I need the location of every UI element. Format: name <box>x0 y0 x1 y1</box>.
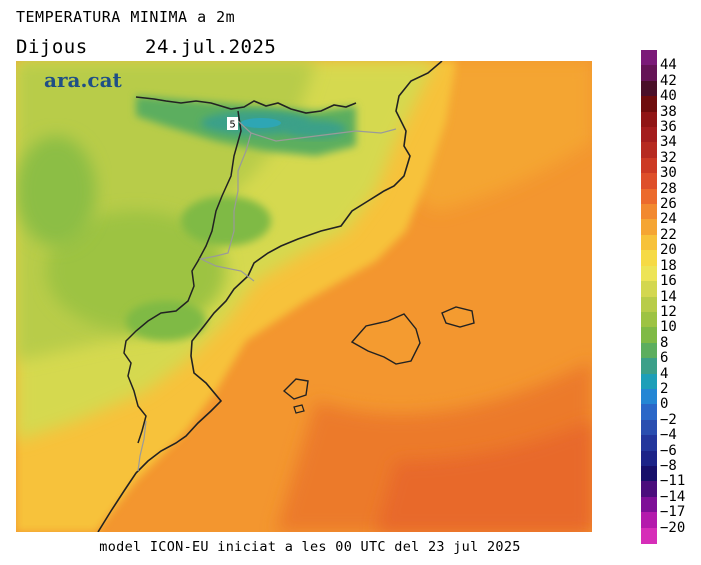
color-scale-label: 2 <box>660 380 669 397</box>
color-scale-label: 18 <box>660 257 677 274</box>
color-scale-label: −2 <box>660 411 677 428</box>
color-scale-label: 10 <box>660 319 677 336</box>
color-scale-swatch <box>641 96 657 113</box>
color-scale-label: 20 <box>660 242 677 259</box>
province-border-south <box>137 420 147 472</box>
color-scale-label: 6 <box>660 350 669 367</box>
color-scale-swatch <box>641 404 657 421</box>
color-scale-label: 16 <box>660 273 677 290</box>
color-scale-label: 30 <box>660 165 677 182</box>
color-scale-swatch <box>641 435 657 452</box>
pyrenees-border <box>135 96 357 114</box>
color-scale-label: −14 <box>660 488 686 505</box>
model-caption: model ICON-EU iniciat a les 00 UTC del 2… <box>99 539 521 555</box>
province-border-west <box>199 120 255 282</box>
color-scale-swatch <box>641 373 657 390</box>
color-scale-label: 14 <box>660 288 677 305</box>
color-scale-swatch <box>641 527 657 544</box>
color-scale-label: 22 <box>660 226 677 243</box>
province-border-north <box>250 128 397 142</box>
color-scale-swatch <box>641 281 657 298</box>
color-scale-swatch <box>641 450 657 467</box>
color-scale-swatch <box>641 512 657 529</box>
color-scale-label: 42 <box>660 72 677 89</box>
forecast-date: 24.jul.2025 <box>145 36 277 58</box>
color-scale-label: 38 <box>660 103 677 120</box>
color-scale-swatch <box>641 311 657 328</box>
pyrenees-colder-zone-east <box>286 120 346 138</box>
color-scale-swatch <box>641 80 657 97</box>
color-scale <box>641 50 657 544</box>
menorca-outline <box>441 306 475 328</box>
color-scale-swatch <box>641 173 657 190</box>
cool-basin-zone <box>46 211 226 331</box>
color-scale-label: 40 <box>660 88 677 105</box>
color-scale-label: 8 <box>660 334 669 351</box>
color-scale-label: −8 <box>660 457 677 474</box>
color-scale-label: −4 <box>660 427 677 444</box>
color-scale-swatch <box>641 50 657 66</box>
sea-hottest-zone <box>376 421 592 532</box>
color-scale-label: 32 <box>660 149 677 166</box>
color-scale-swatch <box>641 358 657 375</box>
temperature-field: 5 <box>16 61 592 532</box>
region-border <box>123 110 242 444</box>
color-scale-swatch <box>641 127 657 144</box>
map-title: TEMPERATURA MINIMA a 2m <box>16 8 236 26</box>
color-scale-label: −6 <box>660 442 677 459</box>
mallorca-outline <box>350 313 421 365</box>
color-scale-label: 12 <box>660 303 677 320</box>
formentera-outline <box>293 404 305 414</box>
temperature-map: 5 ara.cat <box>16 61 592 532</box>
color-scale-swatch <box>641 111 657 128</box>
brand-logo: ara.cat <box>44 68 122 92</box>
color-scale-swatch <box>641 234 657 251</box>
color-scale-label: 26 <box>660 196 677 213</box>
color-scale-label: 4 <box>660 365 669 382</box>
color-scale-label: −11 <box>660 473 686 490</box>
color-scale-swatch <box>641 265 657 282</box>
color-scale-label: 0 <box>660 396 669 413</box>
hills-cool-zone <box>181 196 271 246</box>
eivissa-outline <box>282 378 309 400</box>
color-scale-label: 24 <box>660 211 677 228</box>
forecast-day: Dijous <box>16 36 88 58</box>
color-scale-swatch <box>641 157 657 174</box>
color-scale-swatch <box>641 342 657 359</box>
color-scale-label: −20 <box>660 519 686 536</box>
color-scale-swatch <box>641 204 657 221</box>
point-marker-box <box>227 117 238 130</box>
color-scale-swatch <box>641 65 657 82</box>
color-scale-swatch <box>641 465 657 482</box>
color-scale-label: 36 <box>660 119 677 136</box>
color-scale-swatch <box>641 419 657 436</box>
valley-cool-zone <box>126 301 206 341</box>
color-scale-swatch <box>641 219 657 236</box>
color-scale-label: 44 <box>660 57 677 74</box>
color-scale-swatch <box>641 496 657 513</box>
color-scale-swatch <box>641 481 657 498</box>
color-scale-swatch <box>641 250 657 267</box>
color-scale-swatch <box>641 327 657 344</box>
west-cool-zone <box>16 136 96 246</box>
color-scale-label: 28 <box>660 180 677 197</box>
color-scale-swatch <box>641 142 657 159</box>
color-scale-swatch <box>641 296 657 313</box>
color-scale-label: −17 <box>660 504 686 521</box>
color-scale-label: 34 <box>660 134 677 151</box>
color-scale-swatch <box>641 188 657 205</box>
color-scale-labels: 44 42 40 38 36 34 32 30 28 26 24 22 20 18 16 14 12 10 8 6 4 2… <box>660 0 700 565</box>
point-marker-label: 5 <box>229 120 235 131</box>
pyrenees-coldest-spot <box>241 118 281 128</box>
color-scale-swatch <box>641 388 657 405</box>
